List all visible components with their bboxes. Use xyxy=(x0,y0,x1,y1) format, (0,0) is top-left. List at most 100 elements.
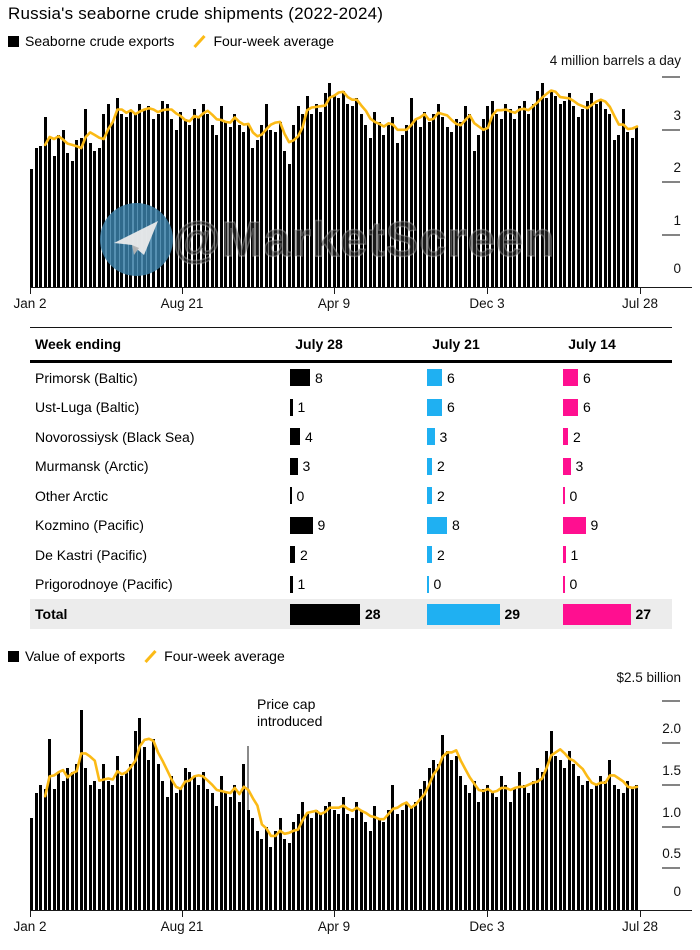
bar xyxy=(531,103,535,287)
value-bar xyxy=(290,369,310,386)
value-bar xyxy=(427,369,442,386)
value-text: 29 xyxy=(504,606,521,622)
bar xyxy=(459,776,463,910)
bar xyxy=(192,776,196,910)
bar xyxy=(174,793,178,910)
bar xyxy=(409,805,413,910)
bar xyxy=(409,98,413,287)
bar xyxy=(283,150,287,287)
bar xyxy=(386,124,390,287)
bar xyxy=(518,106,521,287)
bar xyxy=(621,793,625,910)
bar xyxy=(305,814,309,910)
bar xyxy=(170,119,174,287)
bar xyxy=(549,90,553,287)
bar xyxy=(70,772,74,910)
bar xyxy=(463,106,467,287)
bar xyxy=(599,776,603,910)
bar xyxy=(504,784,508,911)
bar xyxy=(377,121,381,287)
bar xyxy=(450,759,454,910)
bar xyxy=(603,108,607,287)
bar xyxy=(264,103,268,287)
value-text: 6 xyxy=(583,369,591,386)
bar xyxy=(165,797,169,910)
bar xyxy=(572,763,576,910)
bar xyxy=(608,759,612,910)
bar xyxy=(197,116,201,287)
bar xyxy=(499,776,503,910)
value-bar xyxy=(290,428,300,445)
bar xyxy=(305,95,309,287)
x-tick-label: Aug 21 xyxy=(160,919,204,934)
bar xyxy=(115,755,119,910)
bar xyxy=(215,805,219,910)
bar xyxy=(260,124,264,287)
bar xyxy=(635,127,639,287)
value-text: 3 xyxy=(439,428,448,445)
y-tick-label: 2.0 xyxy=(662,721,681,736)
y-axis-dash xyxy=(662,825,680,828)
bar xyxy=(292,822,296,910)
bar xyxy=(531,780,535,910)
bar xyxy=(278,818,282,910)
table-row: Novorossiysk (Black Sea) 4 3 2 xyxy=(30,422,672,452)
bar xyxy=(66,153,70,287)
bar xyxy=(563,768,567,910)
bar xyxy=(436,763,440,910)
y-tick-label: 1.0 xyxy=(662,804,681,820)
x-axis-tick xyxy=(182,287,184,294)
bar xyxy=(210,124,214,287)
bar xyxy=(97,148,101,287)
bar xyxy=(34,793,38,910)
value-text: 0 xyxy=(296,487,305,504)
bar xyxy=(296,106,300,287)
bar xyxy=(396,142,399,287)
row-label: Prigorodnoye (Pacific) xyxy=(35,576,173,593)
bar xyxy=(237,801,241,910)
table-row: Kozmino (Pacific) 9 8 9 xyxy=(30,511,672,541)
bar xyxy=(57,772,61,910)
watermark-text: @MarketScreen xyxy=(172,212,556,268)
bar xyxy=(39,145,43,287)
bar xyxy=(536,768,540,910)
bar xyxy=(459,121,463,287)
value-bar xyxy=(563,603,631,625)
bar xyxy=(495,797,499,910)
bar xyxy=(527,114,531,287)
bar xyxy=(540,772,544,910)
bar xyxy=(133,730,137,910)
bar xyxy=(161,780,165,910)
value-text: 9 xyxy=(317,517,326,534)
value-text: 6 xyxy=(583,399,591,416)
y-tick-label: 0 xyxy=(673,884,681,899)
bar xyxy=(603,780,607,910)
bar xyxy=(332,809,336,910)
bar xyxy=(183,768,187,910)
x-tick-label: Jan 2 xyxy=(13,919,47,934)
value-text: 1 xyxy=(297,576,306,593)
bar xyxy=(52,788,56,910)
y-axis-dash xyxy=(662,742,680,744)
row-label: Ust-Luga (Baltic) xyxy=(35,399,140,416)
bar xyxy=(554,95,558,287)
bar xyxy=(260,839,264,910)
bar xyxy=(513,788,517,910)
value-text: 8 xyxy=(452,517,460,534)
value-text: 4 xyxy=(305,428,313,445)
value-text: 2 xyxy=(437,487,445,504)
bar xyxy=(536,90,540,287)
value-bar xyxy=(563,428,568,445)
y-tick-label: 2 xyxy=(673,160,681,176)
bar xyxy=(142,747,146,910)
bar xyxy=(147,759,151,910)
bar xyxy=(165,103,169,287)
bar xyxy=(427,121,431,287)
bar xyxy=(233,114,237,287)
shipments-table: Week ending July 28 July 21 July 14 Primors… xyxy=(30,327,672,629)
bar xyxy=(337,814,341,910)
legend-line-label: Four-week average xyxy=(164,648,285,664)
bar xyxy=(61,780,65,910)
bar xyxy=(246,124,250,287)
y-axis-unit-label: $2.5 billion xyxy=(616,670,681,685)
